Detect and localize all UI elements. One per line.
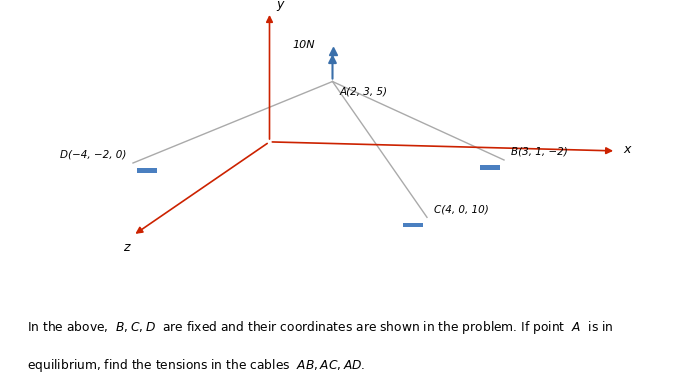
FancyBboxPatch shape [137,168,157,173]
FancyBboxPatch shape [403,223,423,227]
Text: D(−4, −2, 0): D(−4, −2, 0) [60,150,126,160]
Text: In the above,  $B, C, D$  are fixed and their coordinates are shown in the probl: In the above, $B, C, D$ are fixed and th… [27,319,614,336]
Text: y: y [276,0,284,10]
Text: C(4, 0, 10): C(4, 0, 10) [434,204,489,214]
Text: x: x [623,143,631,156]
FancyBboxPatch shape [480,165,500,170]
Text: equilibrium, find the tensions in the cables  $AB, AC, AD$.: equilibrium, find the tensions in the ca… [27,357,366,374]
Text: A(2, 3, 5): A(2, 3, 5) [340,86,388,96]
Text: z: z [122,241,130,255]
Text: 10N: 10N [293,40,315,50]
Text: B(3, 1, −2): B(3, 1, −2) [511,147,568,157]
